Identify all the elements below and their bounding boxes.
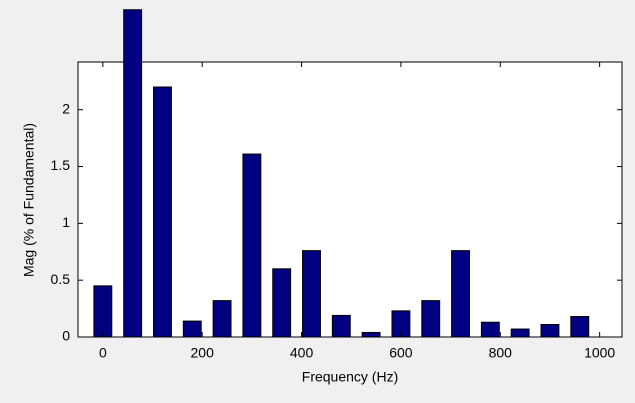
bar xyxy=(182,320,202,338)
bar xyxy=(421,300,441,338)
y-tick-label: 0 xyxy=(62,328,70,344)
bar xyxy=(570,316,590,338)
bar xyxy=(480,321,500,338)
bar xyxy=(93,285,113,338)
bar xyxy=(272,268,292,338)
bar xyxy=(212,300,232,338)
bar xyxy=(242,153,262,338)
y-tick-label: 1 xyxy=(62,214,70,230)
y-tick-label: 0.5 xyxy=(51,271,71,287)
y-axis-label: Mag (% of Fundamental) xyxy=(21,123,37,277)
bar xyxy=(331,314,351,338)
x-axis-label: Frequency (Hz) xyxy=(302,369,398,385)
x-tick-label: 600 xyxy=(389,345,413,361)
x-tick-label: 0 xyxy=(99,345,107,361)
bar xyxy=(510,328,530,338)
x-tick-label: 200 xyxy=(191,345,215,361)
bar xyxy=(361,331,381,338)
bar xyxy=(540,324,560,338)
bar xyxy=(123,9,143,338)
bar xyxy=(302,250,321,338)
bar xyxy=(153,86,172,338)
bar xyxy=(451,250,470,338)
y-tick-label: 2 xyxy=(62,100,70,116)
x-tick-label: 1000 xyxy=(584,345,615,361)
x-tick-label: 800 xyxy=(489,345,513,361)
x-tick-label: 400 xyxy=(290,345,314,361)
y-tick-label: 1.5 xyxy=(51,157,71,173)
